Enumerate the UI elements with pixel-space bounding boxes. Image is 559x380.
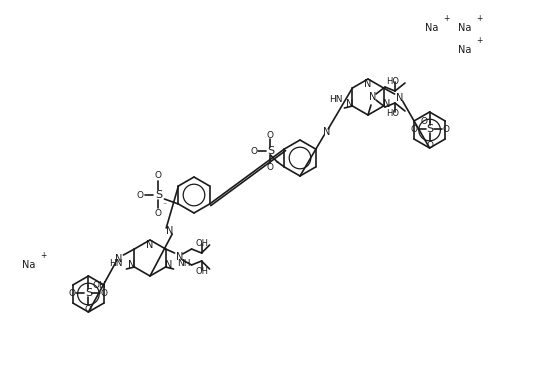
Text: +: +	[443, 14, 449, 23]
Text: N: N	[323, 127, 330, 137]
Text: N: N	[127, 260, 135, 270]
Text: O: O	[251, 147, 258, 155]
Text: HN: HN	[109, 258, 122, 268]
Text: ⁻: ⁻	[274, 158, 278, 167]
Text: S: S	[85, 288, 92, 298]
Text: N: N	[345, 99, 353, 109]
Text: Na: Na	[458, 23, 471, 33]
Text: O: O	[410, 125, 417, 133]
Text: S: S	[155, 190, 162, 200]
Text: S: S	[267, 146, 274, 156]
Text: N: N	[383, 99, 390, 109]
Text: O: O	[137, 190, 144, 200]
Text: N: N	[146, 240, 154, 250]
Text: +: +	[476, 14, 482, 23]
Text: O: O	[442, 125, 449, 133]
Text: OH: OH	[92, 282, 106, 290]
Text: O: O	[267, 163, 274, 171]
Text: S: S	[426, 124, 433, 134]
Text: O: O	[155, 209, 162, 217]
Text: O: O	[267, 130, 274, 139]
Text: N: N	[165, 226, 173, 236]
Text: HO: HO	[386, 109, 400, 117]
Text: N: N	[115, 254, 122, 264]
Text: N: N	[176, 252, 183, 262]
Text: Na: Na	[458, 45, 471, 55]
Text: HO: HO	[386, 76, 400, 86]
Text: O: O	[155, 171, 162, 180]
Text: +: +	[40, 251, 46, 260]
Text: O: O	[85, 304, 92, 313]
Text: O: O	[101, 288, 108, 298]
Text: NH: NH	[178, 258, 191, 268]
Text: N: N	[165, 260, 172, 270]
Text: OH: OH	[195, 266, 208, 276]
Text: O: O	[420, 117, 427, 127]
Text: Na: Na	[22, 260, 35, 270]
Text: OH: OH	[195, 239, 208, 247]
Text: N: N	[364, 79, 372, 89]
Text: O: O	[69, 288, 76, 298]
Text: ⁻: ⁻	[162, 200, 167, 209]
Text: +: +	[476, 36, 482, 45]
Text: Na: Na	[425, 23, 438, 33]
Text: N: N	[396, 93, 403, 103]
Text: HN: HN	[329, 95, 343, 104]
Text: O: O	[426, 141, 433, 149]
Text: N: N	[369, 92, 377, 102]
